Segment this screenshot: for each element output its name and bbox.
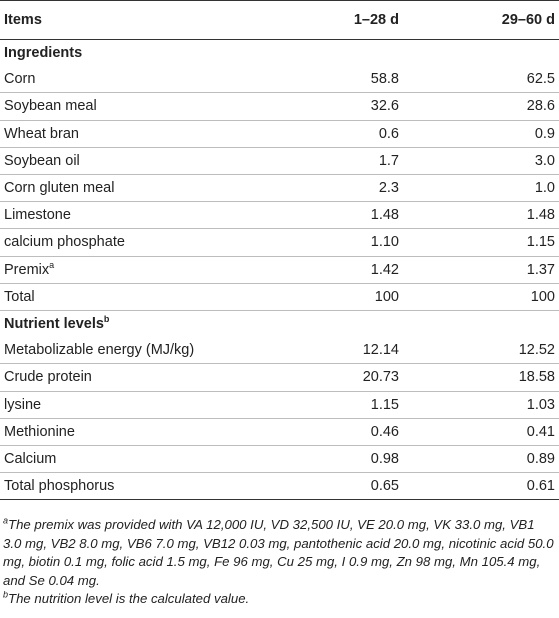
value-cell-period-2: 1.37 [439,256,559,284]
header-period-1: 1–28 d [282,0,439,40]
section-header-row: Nutrient levelsb [0,311,559,338]
table-row: calcium phosphate 1.10 1.15 [0,228,559,257]
value-cell-period-1: 100 [282,283,439,312]
value-cell-period-1: 20.73 [282,363,439,392]
table-row: Calcium 0.98 0.89 [0,445,559,474]
table-row: Methionine 0.46 0.41 [0,418,559,447]
item-cell: Metabolizable energy (MJ/kg) [0,337,282,365]
value-cell-period-1: 1.7 [282,147,439,176]
item-cell: Corn gluten meal [0,174,282,203]
footnote-text: The premix was provided with VA 12,000 I… [3,517,554,588]
value-cell-period-1: 0.6 [282,120,439,148]
item-cell: Soybean oil [0,147,282,176]
value-cell-period-1: 32.6 [282,92,439,121]
table-row: Crude protein 20.73 18.58 [0,363,559,392]
table-body: Ingredients Corn 58.8 62.5 Soybean meal 32.6 2… [0,40,559,501]
item-cell: lysine [0,391,282,419]
value-cell-period-2: 0.61 [439,472,559,501]
value-cell-period-1: 1.48 [282,201,439,230]
section-title: Nutrient levelsb [4,314,110,333]
value-cell-period-1: 0.65 [282,472,439,501]
table-row: Corn 58.8 62.5 [0,66,559,94]
item-cell: Total phosphorus [0,472,282,501]
footnote-marker: b [103,314,110,325]
value-cell-period-2: 1.48 [439,201,559,230]
value-cell-period-1: 0.98 [282,445,439,474]
value-cell-period-1: 1.15 [282,391,439,419]
footnote-marker: a [49,259,55,270]
value-cell-period-2: 0.89 [439,445,559,474]
footnote-marker: a [3,515,9,526]
item-cell: Premixa [0,256,282,284]
table-row: lysine 1.15 1.03 [0,391,559,419]
table-row: Total 100 100 [0,283,559,312]
table-row: Premixa 1.42 1.37 [0,256,559,284]
table-row: Total phosphorus 0.65 0.61 [0,472,559,501]
value-cell-period-1: 1.10 [282,228,439,257]
value-cell-period-2: 1.15 [439,228,559,257]
footnote-marker: b [3,589,9,600]
value-cell-period-2: 18.58 [439,363,559,392]
value-cell-period-2: 1.03 [439,391,559,419]
table-row: Limestone 1.48 1.48 [0,201,559,230]
value-cell-period-2: 12.52 [439,337,559,365]
value-cell-period-2: 28.6 [439,92,559,121]
footnote: bThe nutrition level is the calculated v… [3,590,556,609]
section-title: Ingredients [4,45,83,61]
item-cell: Calcium [0,445,282,474]
value-cell-period-1: 58.8 [282,66,439,94]
item-cell: Soybean meal [0,92,282,121]
item-cell: Total [0,283,282,312]
table-row: Soybean meal 32.6 28.6 [0,92,559,121]
item-cell: Corn [0,66,282,94]
diet-composition-table: Items 1–28 d 29–60 d Ingredients Corn 58.8… [0,0,559,501]
value-cell-period-2: 100 [439,283,559,312]
value-cell-period-2: 0.41 [439,418,559,447]
footnotes: aThe premix was provided with VA 12,000 … [3,516,556,609]
item-cell: calcium phosphate [0,228,282,257]
table-row: Soybean oil 1.7 3.0 [0,147,559,176]
value-cell-period-1: 12.14 [282,337,439,365]
value-cell-period-1: 2.3 [282,174,439,203]
item-cell: Methionine [0,418,282,447]
item-cell: Wheat bran [0,120,282,148]
table-row: Wheat bran 0.6 0.9 [0,120,559,148]
section-header-row: Ingredients [0,40,559,67]
table-row: Corn gluten meal 2.3 1.0 [0,174,559,203]
header-period-2: 29–60 d [439,0,559,40]
value-cell-period-2: 3.0 [439,147,559,176]
value-cell-period-2: 1.0 [439,174,559,203]
value-cell-period-1: 0.46 [282,418,439,447]
value-cell-period-2: 0.9 [439,120,559,148]
value-cell-period-1: 1.42 [282,256,439,284]
header-row: Items 1–28 d 29–60 d [0,0,559,40]
item-cell: Crude protein [0,363,282,392]
footnote: aThe premix was provided with VA 12,000 … [3,516,556,590]
table-row: Metabolizable energy (MJ/kg) 12.14 12.52 [0,337,559,365]
item-cell: Limestone [0,201,282,230]
header-items: Items [0,0,282,40]
value-cell-period-2: 62.5 [439,66,559,94]
footnote-text: The nutrition level is the calculated va… [8,591,250,607]
